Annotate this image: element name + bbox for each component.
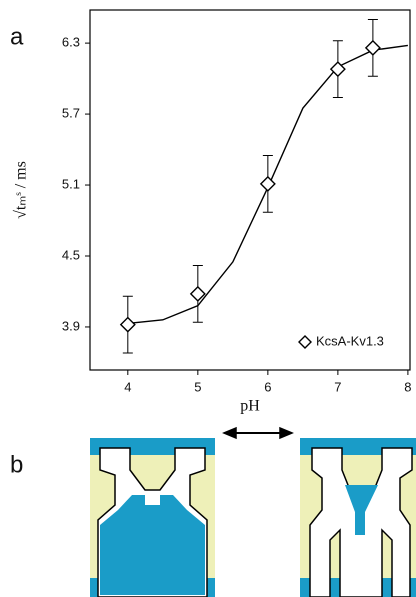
data-point bbox=[259, 175, 276, 192]
y-tick-label: 3.9 bbox=[62, 318, 80, 333]
panel-label: b bbox=[10, 451, 23, 478]
y-tick-label: 6.3 bbox=[62, 35, 80, 50]
y-axis-label: √tₘˢ / ms bbox=[13, 161, 30, 219]
data-point bbox=[364, 39, 381, 56]
data-point bbox=[329, 61, 346, 78]
x-tick-label: 7 bbox=[334, 379, 341, 394]
panel-label: a bbox=[10, 23, 24, 50]
plot-frame bbox=[89, 9, 411, 371]
y-tick-label: 5.1 bbox=[62, 176, 80, 191]
y-tick-label: 5.7 bbox=[62, 106, 80, 121]
data-point bbox=[189, 285, 206, 302]
x-tick-label: 8 bbox=[404, 379, 411, 394]
y-tick-label: 4.5 bbox=[62, 247, 80, 262]
data-point bbox=[119, 316, 136, 333]
x-tick-label: 4 bbox=[124, 379, 131, 394]
legend-marker bbox=[298, 335, 312, 349]
x-tick-label: 5 bbox=[194, 379, 201, 394]
x-tick-label: 6 bbox=[264, 379, 271, 394]
legend-label: KcsA-Kv1.3 bbox=[316, 333, 384, 348]
x-axis-label: pH bbox=[240, 398, 260, 415]
diagram bbox=[90, 426, 416, 597]
